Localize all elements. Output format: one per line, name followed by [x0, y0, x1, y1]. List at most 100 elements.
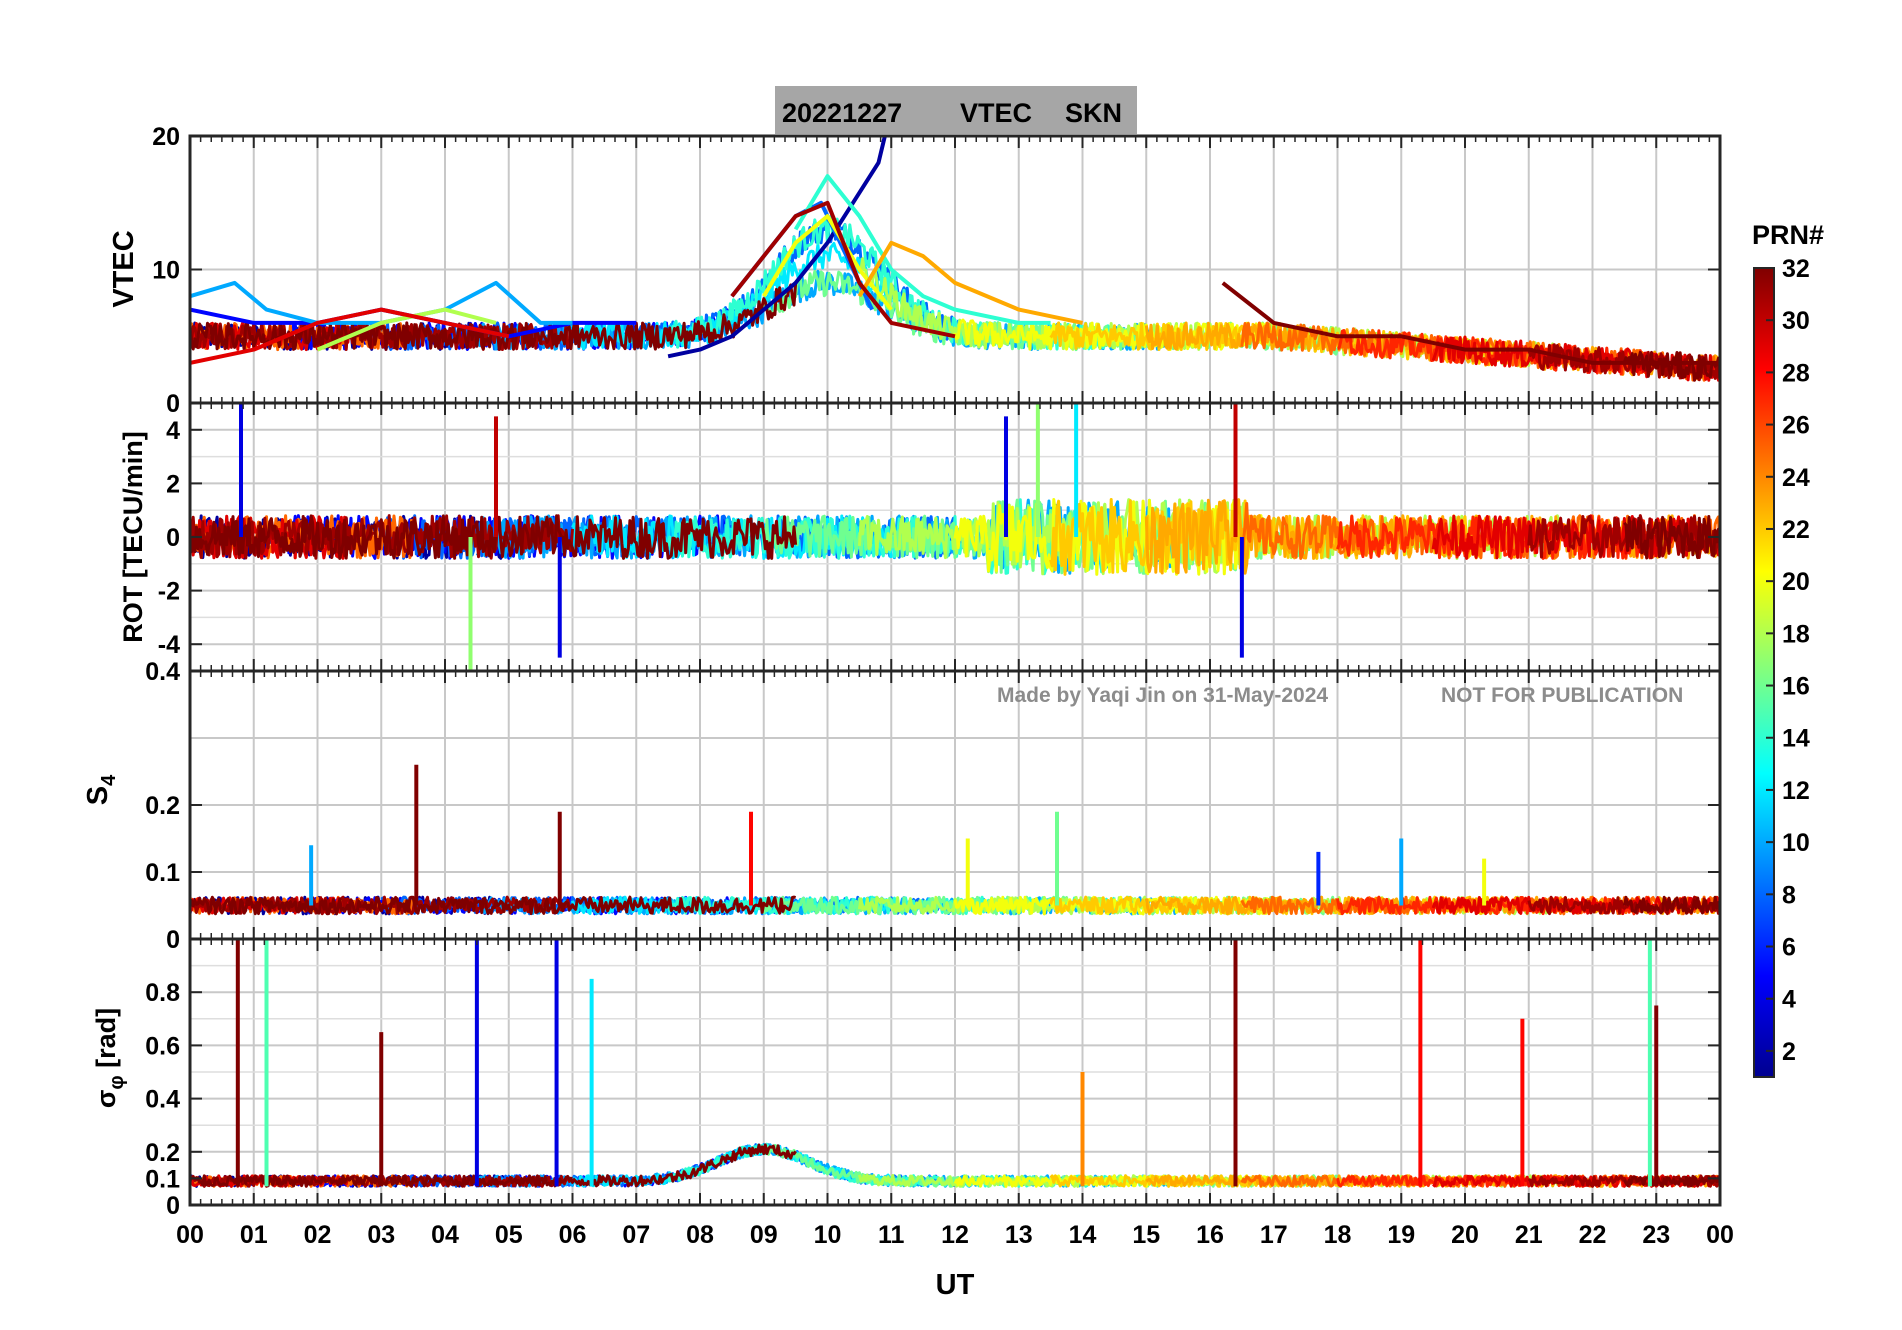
x-tick-labels: 00 01 02 03 04 05 06 07 08 09 10 11 12 13 14 15 16 17 18 19…: [176, 1221, 1734, 1249]
colorbar-tick-label: 20: [1782, 568, 1810, 596]
x-tick-label: 12: [941, 1221, 969, 1249]
colorbar-label: PRN#: [1752, 220, 1824, 250]
x-tick-label: 10: [814, 1221, 842, 1249]
x-tick-label: 16: [1196, 1221, 1224, 1249]
vtec-lines: [190, 136, 1720, 382]
sigma-grid: [190, 939, 1720, 1205]
x-tick-label: 00: [176, 1221, 204, 1249]
panel-vtec: 0 10 20: [152, 123, 1722, 418]
vtec-trace: [190, 283, 798, 351]
colorbar-tick-label: 4: [1782, 986, 1796, 1014]
x-tick-label: 23: [1642, 1221, 1670, 1249]
vtec-ytick-label: 0: [166, 390, 180, 418]
colorbar-tick-label: 28: [1782, 359, 1810, 387]
sigma-ytick-label: 0.6: [145, 1032, 180, 1060]
vtec-series-prn-14: [793, 174, 1051, 325]
s4-ytick-label: 0.2: [145, 792, 180, 820]
vtec-series-prn-29: [190, 307, 510, 365]
panel-sigma-phi: 00.10.2 0.4 0.6 0.8: [145, 937, 1722, 1220]
rot-lines: [190, 403, 1720, 671]
rot-ytick-label: 4: [166, 417, 180, 445]
x-tick-label: 15: [1132, 1221, 1160, 1249]
sigma-trace: [190, 1143, 797, 1188]
colorbar-tick-label: 2: [1782, 1038, 1796, 1066]
s4-trace: [1336, 895, 1658, 916]
watermark-made-by: Made by Yaqi Jin on 31-May-2024: [997, 684, 1328, 707]
x-tick-label: 21: [1515, 1221, 1543, 1249]
colorbar-tick-label: 26: [1782, 412, 1810, 440]
x-axis-label: UT: [936, 1269, 975, 1301]
title-station: SKN: [1065, 98, 1122, 128]
rot-trace: [1527, 514, 1720, 560]
x-tick-label: 02: [304, 1221, 332, 1249]
s4-trace: [1622, 895, 1720, 915]
x-tick-label: 05: [495, 1221, 523, 1249]
rot-ytick-label: -4: [158, 631, 180, 659]
s4-lines: [190, 764, 1720, 916]
x-tick-label: 17: [1260, 1221, 1288, 1249]
rot-ytick-label: 0: [166, 524, 180, 552]
x-tick-label: 03: [367, 1221, 395, 1249]
colorbar-tick-label: 24: [1782, 464, 1810, 492]
s4-ytick-label: 0.1: [145, 859, 180, 887]
sigma-ytick-label: 0: [166, 1192, 180, 1220]
colorbar-tick-label: 30: [1782, 307, 1810, 335]
rot-ylabel: ROT [TECU/min]: [118, 431, 148, 642]
x-tick-label: 04: [431, 1221, 459, 1249]
sigma-ytick-label: 0.1: [145, 1165, 180, 1193]
sigma-ylabel: σφ [rad]: [91, 1008, 128, 1108]
sigma-ytick-label: 0.2: [145, 1139, 180, 1167]
x-tick-label: 08: [686, 1221, 714, 1249]
sigma-ytick-label: 0.4: [145, 1086, 180, 1114]
colorbar-tick-label: 10: [1782, 829, 1810, 857]
x-tick-label: 01: [240, 1221, 268, 1249]
title-banner: [775, 86, 1137, 134]
vtec-grid: [190, 136, 1720, 403]
x-tick-label: 07: [622, 1221, 650, 1249]
x-tick-label: 19: [1387, 1221, 1415, 1249]
colorbar-tick-label: 14: [1782, 725, 1810, 753]
x-tick-label: 13: [1005, 1221, 1033, 1249]
colorbar-tick-label: 12: [1782, 777, 1810, 805]
s4-ytick-label: 0: [166, 926, 180, 954]
panel-rot: -4 -2 0 2 4: [158, 401, 1722, 673]
colorbar: [1753, 267, 1775, 1078]
s4-grid: [190, 671, 1720, 939]
colorbar-tick-label: 8: [1782, 881, 1796, 909]
colorbar-tick-label: 16: [1782, 673, 1810, 701]
vtec-series-prn-32: [1221, 281, 1720, 365]
s4-trace: [190, 895, 797, 916]
x-tick-label: 14: [1069, 1221, 1097, 1249]
colorbar-tick-label: 22: [1782, 516, 1810, 544]
x-tick-label: 00: [1706, 1221, 1734, 1249]
x-tick-label: 11: [878, 1221, 905, 1249]
sigma-ticks: 00.10.2 0.4 0.6 0.8: [145, 939, 1721, 1220]
sigma-trace: [1623, 1174, 1720, 1188]
sigma-trace: [1432, 1174, 1720, 1188]
colorbar-tick-label: 32: [1782, 255, 1810, 283]
vtec-ytick-label: 20: [152, 123, 180, 151]
title: 20221227 VTEC SKN: [782, 98, 1122, 128]
vtec-series-prn-20: [762, 214, 893, 311]
vtec-ylabel: VTEC: [108, 230, 140, 307]
sigma-ytick-label: 0.8: [145, 979, 180, 1007]
rot-trace: [1623, 515, 1720, 560]
x-tick-label: 09: [750, 1221, 778, 1249]
vtec-ytick-label: 10: [152, 257, 180, 285]
title-parameter: VTEC: [960, 98, 1032, 128]
vtec-series-prn-23: [857, 240, 1083, 325]
rot-ytick-label: 2: [166, 470, 180, 498]
vtec-series-prn-31: [730, 200, 956, 339]
rot-trace: [1431, 514, 1720, 560]
s4-ticks: 0 0.1 0.2 0.4: [145, 658, 1721, 954]
x-tick-label: 18: [1324, 1221, 1352, 1249]
x-tick-label: 20: [1451, 1221, 1479, 1249]
x-tick-label: 06: [559, 1221, 587, 1249]
colorbar-tick-label: 18: [1782, 620, 1810, 648]
s4-ylabel: S4: [82, 774, 120, 805]
vtec-series-prn-2: [667, 136, 887, 359]
rot-trace: [190, 514, 798, 560]
rot-ticks: -4 -2 0 2 4: [158, 403, 1721, 671]
